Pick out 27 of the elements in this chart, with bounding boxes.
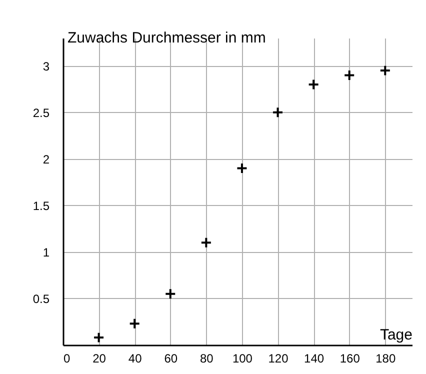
y-tick-label: 3 xyxy=(42,59,50,74)
y-tick-label: 2 xyxy=(42,152,50,166)
y-axis-title: Zuwachs Durchmesser in mm xyxy=(68,30,266,46)
y-tick-label: 1 xyxy=(42,245,50,260)
y-tick-label: 2.5 xyxy=(32,106,50,120)
point xyxy=(93,332,105,344)
y-tick-label: 1.5 xyxy=(32,198,50,213)
x-tick-label: 160 xyxy=(340,352,360,366)
x-tick-label: 80 xyxy=(200,352,214,366)
point xyxy=(379,64,391,76)
x-tick-label: 0 xyxy=(64,352,70,366)
x-tick-label: 60 xyxy=(164,352,178,366)
point xyxy=(272,106,284,118)
x-tick-label: 100 xyxy=(232,352,253,366)
point xyxy=(164,288,176,300)
x-tick-label: 120 xyxy=(268,352,289,366)
point xyxy=(200,236,212,248)
x-tick-label: 140 xyxy=(304,352,324,366)
point xyxy=(308,78,320,90)
x-tick-label: 40 xyxy=(128,352,142,366)
x-tick-label: 20 xyxy=(92,352,106,366)
point xyxy=(128,318,140,330)
point xyxy=(236,162,248,174)
x-tick-label: 180 xyxy=(376,352,396,366)
x-axis-title: Tage xyxy=(380,326,412,344)
y-tick-label: 0.5 xyxy=(32,292,50,306)
point xyxy=(344,69,356,81)
